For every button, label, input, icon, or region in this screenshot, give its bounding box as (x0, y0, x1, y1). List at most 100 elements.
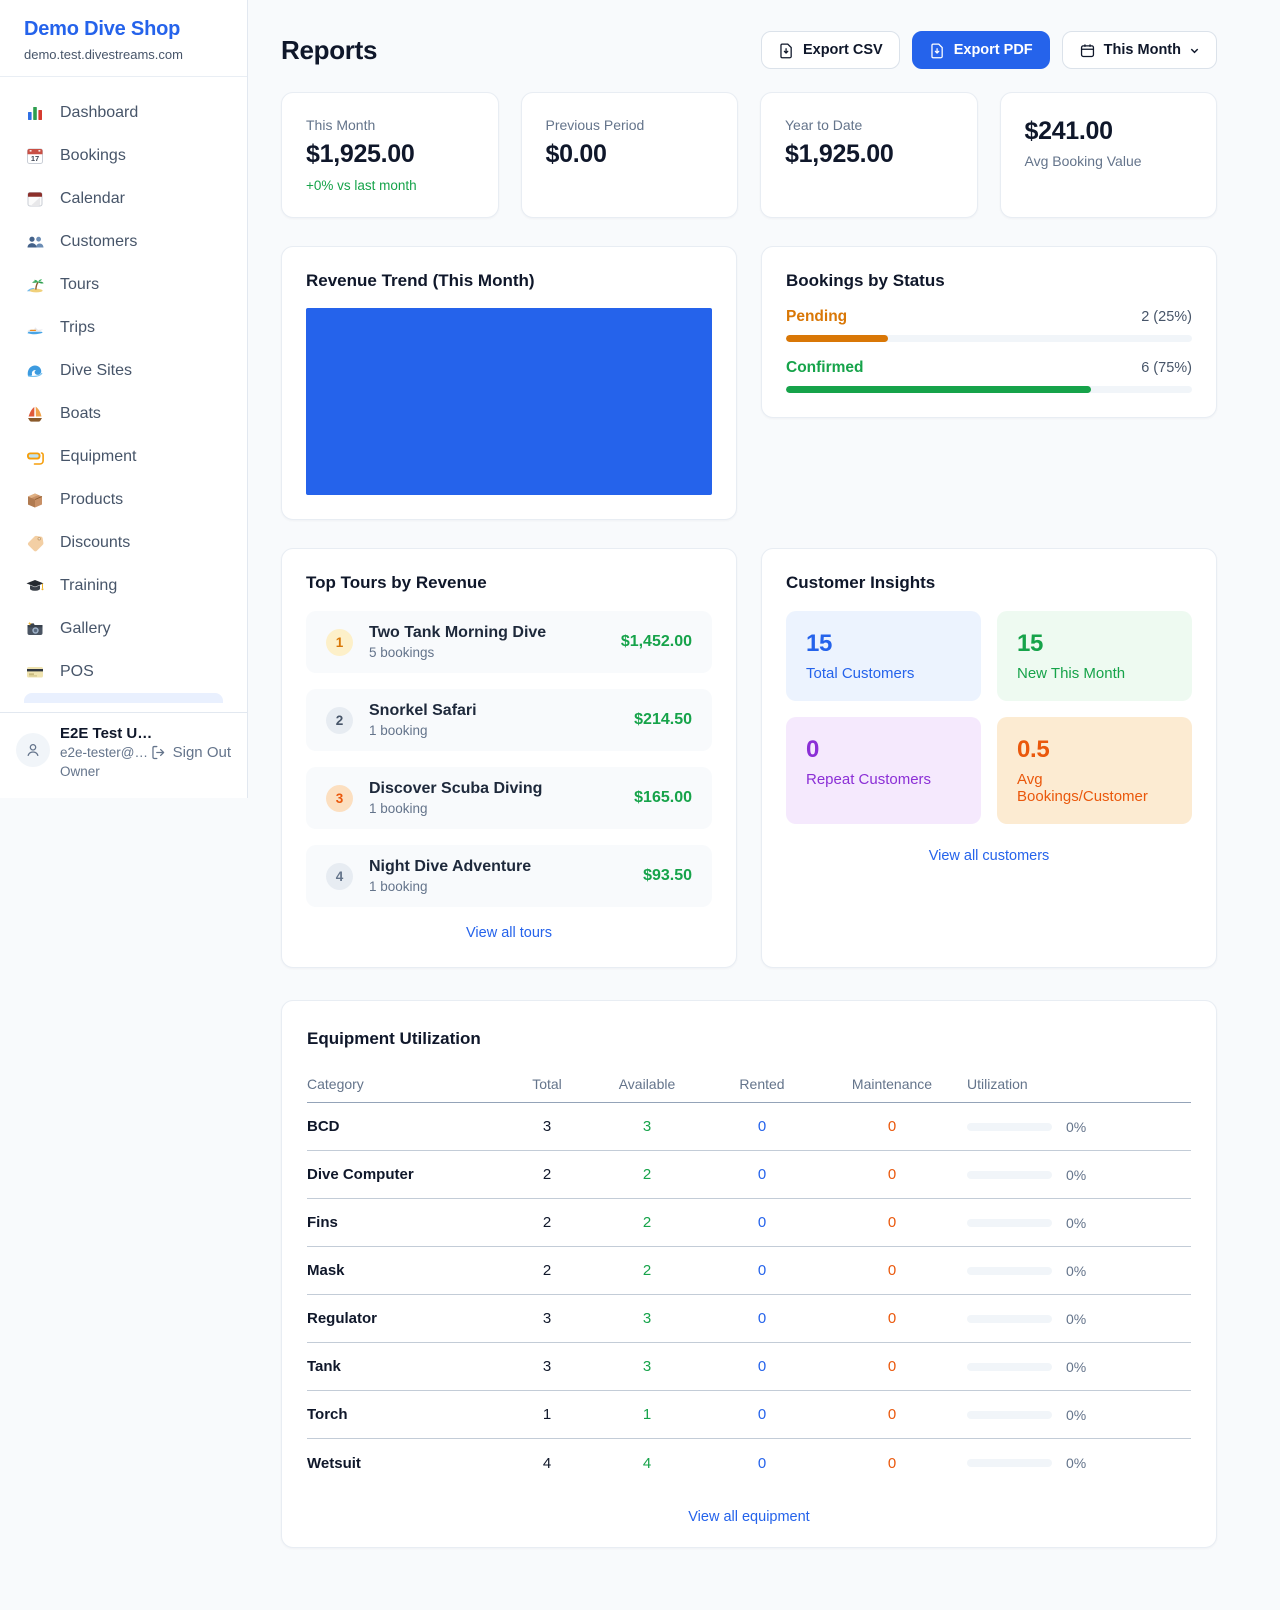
cell-category: Fins (307, 1214, 338, 1231)
sidebar-item-bookings[interactable]: 17 Bookings (12, 134, 235, 177)
cell-total: 2 (542, 1214, 552, 1231)
cell-utilization: 0% (967, 1215, 1191, 1231)
cell-utilization: 0% (967, 1407, 1191, 1423)
tile-value: 0.5 (1017, 736, 1050, 763)
cell-rented: 0 (757, 1214, 767, 1231)
cell-category: Dive Computer (307, 1166, 414, 1183)
sidebar-item-dive-sites[interactable]: Dive Sites (12, 349, 235, 392)
status-row-pending: Pending 2 (25%) (786, 308, 1192, 342)
col-total: Total (532, 1075, 562, 1092)
cell-utilization: 0% (967, 1167, 1191, 1183)
cell-maintenance: 0 (887, 1454, 897, 1472)
export-pdf-button[interactable]: Export PDF (911, 31, 1050, 69)
tile-value: 0 (806, 736, 820, 763)
stat-label: Previous Period (545, 117, 645, 133)
cell-available: 3 (642, 1358, 652, 1375)
avatar (16, 733, 50, 767)
export-csv-button[interactable]: Export CSV (760, 31, 900, 69)
revenue-trend-panel: Revenue Trend (This Month) (281, 246, 737, 520)
sidebar-item-boats[interactable]: Boats (12, 392, 235, 435)
brand-domain: demo.test.divestreams.com (24, 47, 183, 62)
sidebar-item-label: Discounts (60, 533, 131, 551)
cell-category: Mask (307, 1262, 345, 1279)
dive-mask-icon (24, 447, 46, 467)
chevron-down-icon (1190, 48, 1199, 53)
tour-bookings: 1 booking (369, 723, 428, 738)
sidebar-item-training[interactable]: Training (12, 564, 235, 607)
period-dropdown[interactable]: This Month (1061, 31, 1217, 69)
utilization-label: 0% (1066, 1455, 1087, 1471)
cell-category: Regulator (307, 1310, 378, 1327)
sidebar-item-calendar[interactable]: Calendar (12, 177, 235, 220)
sidebar-item-tours[interactable]: Tours (12, 263, 235, 306)
sidebar-item-active-partial[interactable] (24, 693, 223, 703)
utilization-label: 0% (1066, 1358, 1087, 1375)
cell-maintenance: 0 (887, 1214, 897, 1231)
stat-value: $0.00 (545, 140, 607, 168)
sidebar-item-label: Dashboard (60, 103, 139, 121)
file-download-icon (931, 42, 943, 58)
stat-value: $1,925.00 (785, 140, 894, 168)
sidebar-item-label: Customers (60, 232, 138, 250)
user-info: E2E Test U… e2e-tester@… Sign Out Owner (60, 725, 231, 788)
equipment-row: Torch 1 1 0 0 0% (307, 1391, 1191, 1439)
wave-icon (24, 361, 46, 381)
sidebar-item-dashboard[interactable]: Dashboard (12, 91, 235, 134)
cell-rented: 0 (757, 1454, 767, 1472)
cell-available: 4 (642, 1454, 652, 1472)
col-category: Category (307, 1075, 364, 1092)
tour-amount: $1,452.00 (620, 633, 692, 650)
sidebar-item-gallery[interactable]: Gallery (12, 607, 235, 650)
graduation-cap-icon (24, 576, 46, 596)
sidebar-item-products[interactable]: Products (12, 478, 235, 521)
sidebar-item-trips[interactable]: Trips (12, 306, 235, 349)
period-label: This Month (1103, 42, 1181, 58)
sidebar-item-label: Tours (60, 275, 100, 293)
sign-out-button[interactable]: Sign Out (150, 744, 231, 761)
equipment-row: Tank 3 3 0 0 0% (307, 1343, 1191, 1391)
tour-row: 3 Discover Scuba Diving 1 booking $165.0… (306, 767, 712, 829)
tile-total-customers: 15 Total Customers (786, 611, 981, 701)
revenue-trend-chart (306, 308, 712, 495)
utilization-label: 0% (1066, 1406, 1087, 1423)
sidebar-item-discounts[interactable]: Discounts (12, 521, 235, 564)
sidebar-item-equipment[interactable]: Equipment (12, 435, 235, 478)
stat-card-year-to-date: Year to Date $1,925.00 (760, 92, 978, 218)
svg-text:17: 17 (31, 154, 39, 163)
cell-total: 3 (542, 1358, 552, 1375)
tour-row: 1 Two Tank Morning Dive 5 bookings $1,45… (306, 611, 712, 673)
status-value: 6 (75%) (1141, 360, 1192, 376)
rank-badge: 2 (326, 706, 353, 734)
page-header: Reports Export CSV Export PDF This Month (281, 30, 1217, 70)
cell-maintenance: 0 (887, 1358, 897, 1375)
sidebar-item-pos[interactable]: POS (12, 650, 235, 693)
status-bar-fill (786, 335, 888, 342)
user-email: e2e-tester@… (60, 745, 148, 760)
view-all-tours-link[interactable]: View all tours (466, 925, 552, 941)
status-bar-fill (786, 386, 1091, 393)
sidebar-item-label: POS (60, 662, 94, 680)
tour-amount: $93.50 (643, 867, 692, 884)
tile-label: Avg Bookings/Customer (1017, 771, 1148, 805)
stat-value: $1,925.00 (306, 140, 415, 168)
tile-label: New This Month (1017, 665, 1126, 682)
rank-badge: 1 (326, 628, 353, 656)
tour-bookings: 1 booking (369, 879, 428, 894)
cell-available: 3 (642, 1310, 652, 1327)
view-all-customers-link[interactable]: View all customers (928, 848, 1050, 864)
equipment-table: Category Total Available Rented Maintena… (307, 1065, 1191, 1487)
cell-maintenance: 0 (887, 1262, 897, 1279)
sidebar-item-label: Trips (60, 318, 95, 336)
view-all-equipment-link[interactable]: View all equipment (688, 1509, 810, 1525)
stat-card-previous-period: Previous Period $0.00 (520, 92, 738, 218)
utilization-label: 0% (1066, 1118, 1087, 1135)
tour-bookings: 1 booking (369, 801, 428, 816)
insight-tiles: 15 Total Customers 15 New This Month 0 R… (786, 611, 1192, 824)
sidebar-item-customers[interactable]: Customers (12, 220, 235, 263)
customer-insights-title: Customer Insights (786, 573, 936, 592)
rank-badge: 3 (326, 784, 353, 812)
col-rented: Rented (739, 1075, 785, 1092)
cell-utilization: 0% (967, 1359, 1191, 1375)
stat-label: Avg Booking Value (1024, 153, 1142, 169)
cell-category: BCD (307, 1118, 340, 1135)
